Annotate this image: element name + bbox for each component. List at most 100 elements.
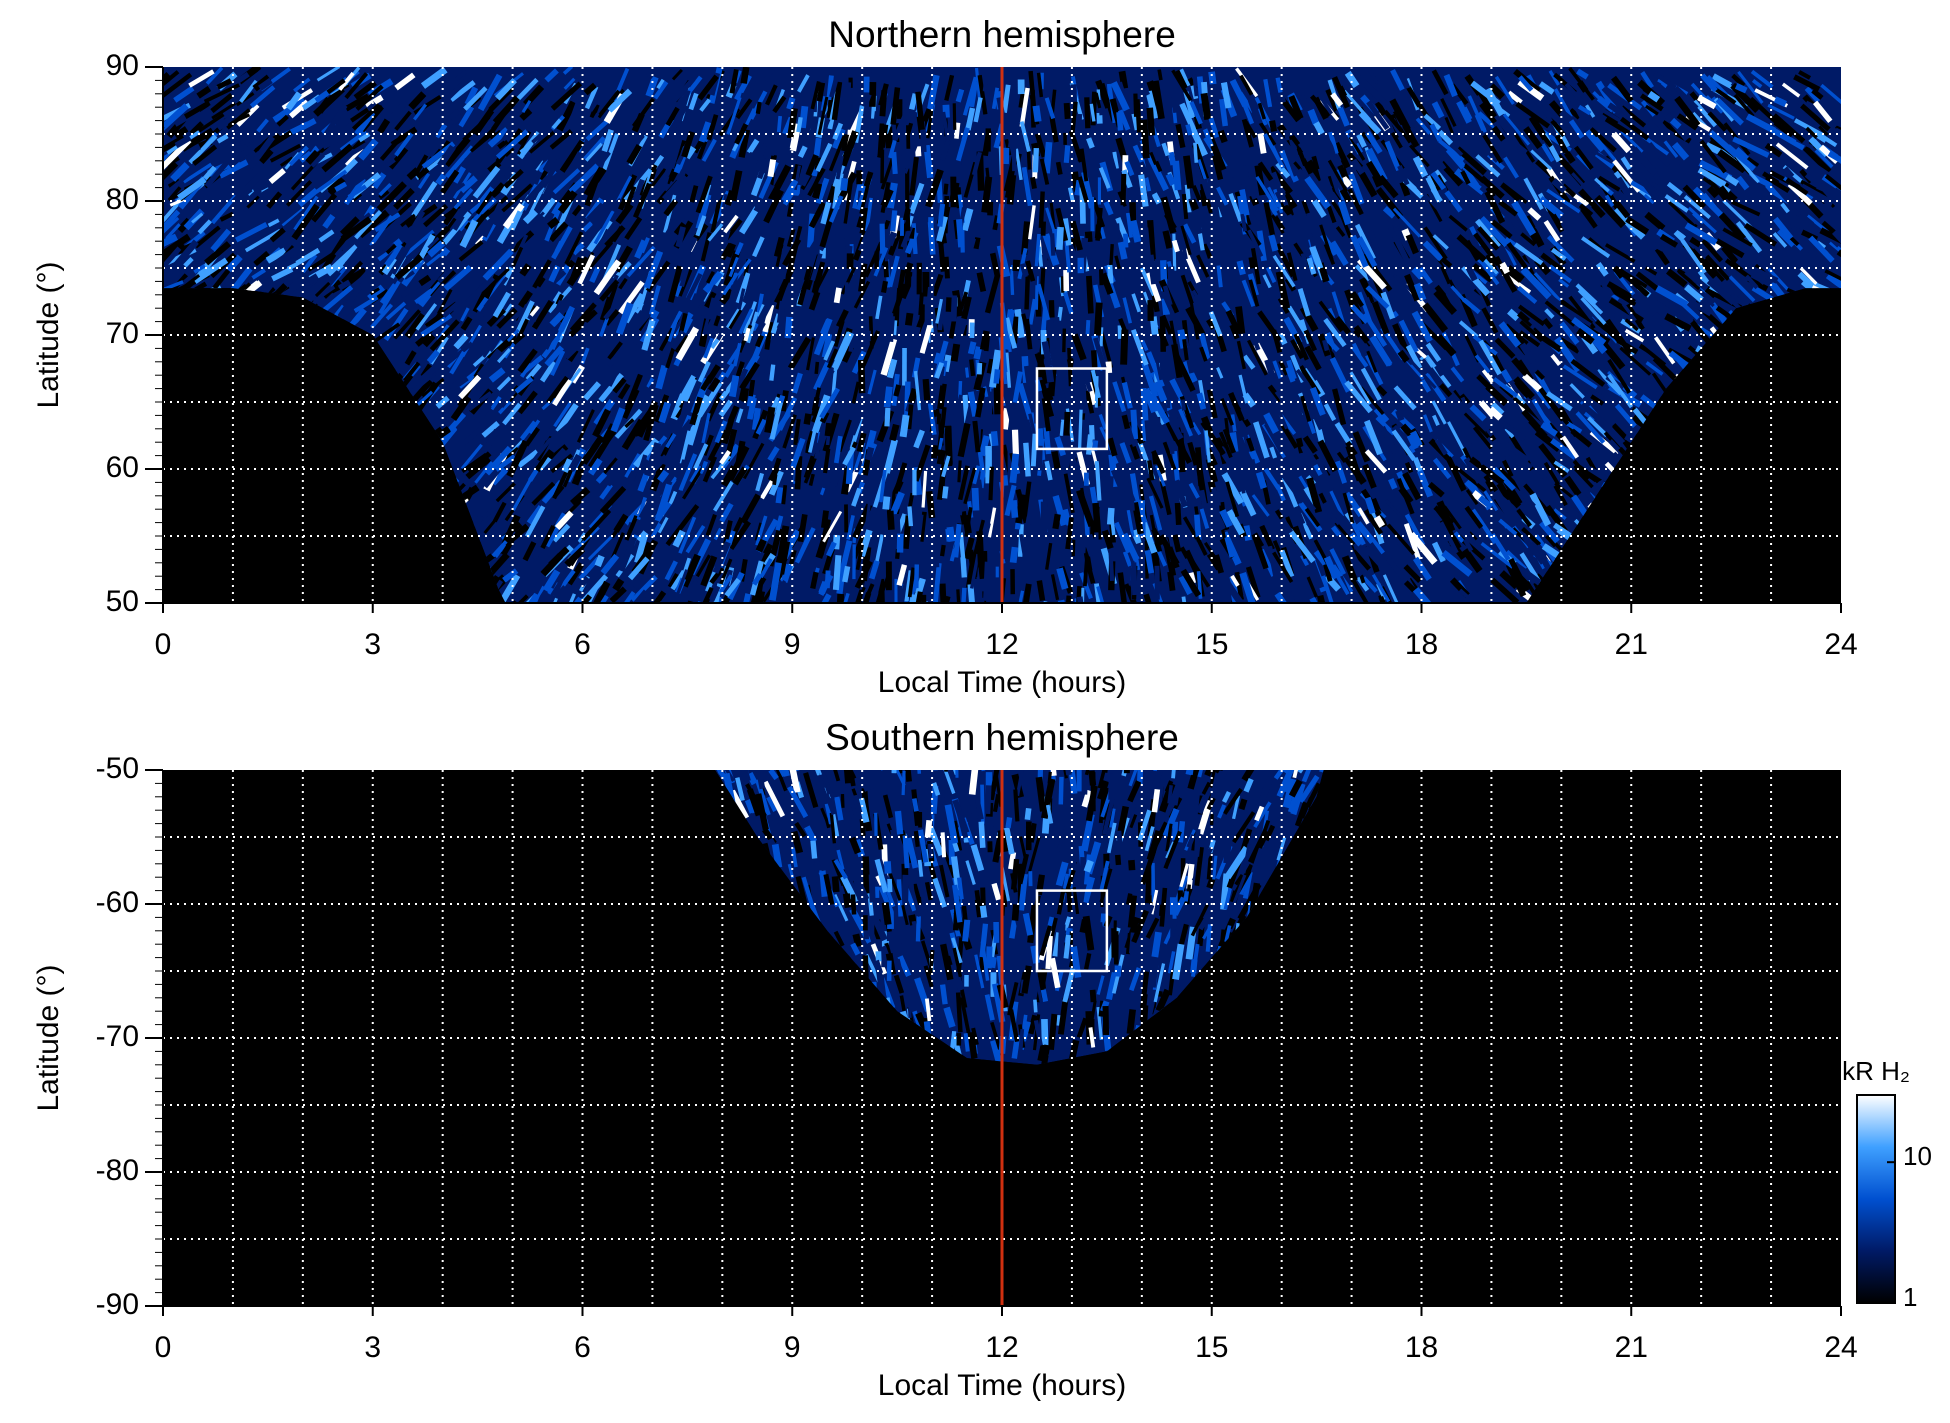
streak	[577, 580, 594, 597]
streak	[1181, 193, 1189, 220]
streak	[163, 161, 179, 183]
streak	[1044, 460, 1053, 481]
streak	[1313, 121, 1325, 136]
streak	[549, 129, 573, 150]
streak	[1045, 365, 1055, 383]
streak	[1798, 70, 1812, 80]
streak	[1114, 255, 1122, 270]
streak	[1175, 123, 1186, 149]
streak	[1490, 577, 1520, 603]
streak	[1548, 264, 1572, 284]
streak	[531, 578, 545, 595]
streak	[911, 357, 921, 378]
streak	[1011, 147, 1017, 172]
streak	[648, 544, 663, 568]
streak	[1576, 68, 1589, 80]
streak	[281, 207, 306, 228]
streak	[385, 301, 407, 321]
streak	[1269, 120, 1278, 133]
streak	[1375, 415, 1396, 436]
streak	[568, 309, 598, 338]
streak	[1127, 428, 1137, 447]
streak	[752, 465, 759, 477]
streak	[908, 326, 921, 356]
streak	[1471, 263, 1494, 283]
streak	[1084, 97, 1091, 129]
streak	[1259, 287, 1273, 308]
streak	[1203, 242, 1214, 259]
streak	[1063, 132, 1067, 145]
streak	[1488, 83, 1505, 100]
streak	[1260, 470, 1286, 505]
streak	[1390, 131, 1403, 149]
streak	[675, 226, 686, 248]
streak	[794, 527, 816, 564]
streak	[300, 117, 317, 131]
streak	[1178, 575, 1193, 596]
streak	[1548, 70, 1560, 86]
streak	[394, 110, 412, 131]
streak	[1611, 131, 1632, 154]
streak	[1228, 192, 1243, 222]
streak	[782, 414, 797, 449]
streak	[460, 443, 483, 470]
streak	[1129, 443, 1141, 460]
streak	[596, 89, 621, 119]
streak	[1077, 257, 1084, 274]
streak	[374, 212, 401, 233]
streak	[662, 155, 673, 170]
streak	[1284, 277, 1297, 292]
streak	[1056, 226, 1064, 250]
streak	[1349, 575, 1371, 603]
streak	[740, 67, 750, 84]
streak	[1365, 147, 1388, 182]
streak	[1017, 79, 1025, 95]
streak	[1671, 141, 1690, 161]
streak	[599, 283, 618, 322]
streak	[851, 409, 865, 436]
streak	[933, 562, 942, 603]
streak	[1208, 71, 1217, 85]
streak	[700, 375, 713, 392]
streak	[589, 182, 610, 212]
streak	[1196, 571, 1203, 599]
streak	[740, 493, 761, 525]
streak	[931, 273, 944, 297]
streak	[653, 80, 669, 100]
streak	[341, 260, 364, 284]
streak	[490, 182, 506, 199]
streak	[1122, 521, 1142, 557]
streak	[772, 457, 782, 474]
streak	[476, 428, 500, 463]
streak	[1288, 95, 1304, 120]
streak	[613, 513, 629, 533]
streak	[489, 325, 502, 346]
streak	[1373, 447, 1392, 480]
streak	[917, 225, 929, 250]
streak	[183, 100, 211, 120]
streak	[1082, 547, 1090, 587]
streak	[828, 157, 841, 177]
streak	[163, 132, 167, 153]
streak	[715, 304, 738, 341]
streak	[484, 445, 513, 476]
streak	[194, 225, 221, 249]
streak	[678, 453, 698, 492]
streak	[679, 430, 692, 465]
streak	[1024, 275, 1031, 310]
streak	[883, 438, 898, 474]
streak	[1085, 275, 1094, 314]
streak	[1837, 569, 1841, 586]
streak	[1484, 190, 1506, 224]
streak	[913, 444, 931, 482]
streak	[1467, 95, 1487, 133]
streak	[1455, 146, 1488, 176]
streak	[1348, 136, 1366, 161]
streak	[735, 408, 744, 424]
streak	[1046, 244, 1054, 282]
streak	[1517, 375, 1545, 402]
streak	[472, 246, 486, 263]
streak	[894, 578, 898, 603]
streak	[422, 333, 436, 348]
streak	[1412, 155, 1429, 178]
